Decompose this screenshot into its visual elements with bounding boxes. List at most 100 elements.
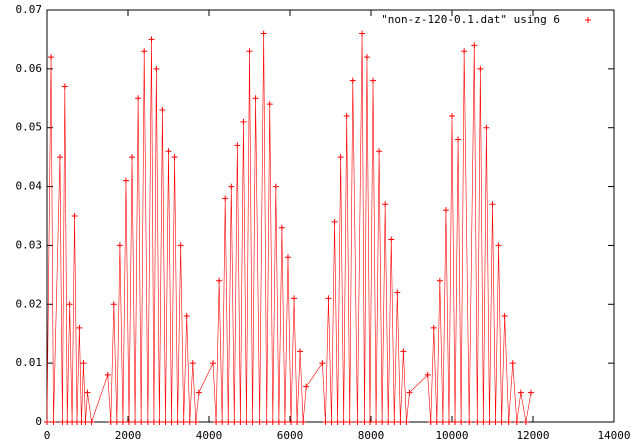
data-point	[213, 419, 220, 425]
x-tick-label: 4000	[196, 429, 223, 442]
x-tick-label: 8000	[358, 429, 385, 442]
data-point	[266, 101, 273, 108]
data-point	[256, 419, 263, 425]
data-point	[119, 419, 126, 425]
data-point	[162, 419, 169, 425]
data-point	[148, 36, 155, 43]
data-point	[116, 242, 123, 249]
data-point	[180, 419, 187, 425]
data-point	[281, 419, 288, 425]
data-point	[165, 148, 172, 155]
data-point	[183, 313, 190, 320]
data-point	[517, 389, 524, 396]
data-point	[505, 419, 512, 425]
data-point	[322, 419, 329, 425]
data-point	[388, 236, 395, 243]
data-point	[61, 83, 68, 90]
data-point	[294, 419, 301, 425]
data-point	[56, 154, 63, 161]
data-point	[397, 419, 404, 425]
y-tick-label: 0.02	[16, 297, 43, 310]
data-point	[495, 242, 502, 249]
data-point	[50, 419, 57, 425]
data-trace	[46, 33, 532, 423]
y-tick-label: 0.07	[16, 3, 43, 16]
data-point	[486, 419, 493, 425]
data-point	[76, 324, 83, 331]
data-point	[442, 207, 449, 214]
data-point	[126, 419, 133, 425]
data-point	[359, 30, 366, 37]
data-point	[363, 54, 370, 61]
data-point	[343, 112, 350, 119]
data-point	[129, 154, 136, 161]
data-point	[171, 154, 178, 161]
data-point	[82, 419, 89, 425]
data-point	[445, 419, 452, 425]
data-point	[243, 419, 250, 425]
data-point	[403, 419, 410, 425]
data-point	[498, 419, 505, 425]
data-point	[44, 419, 50, 425]
plot-border	[46, 9, 615, 423]
data-point	[48, 54, 55, 61]
data-point	[501, 313, 508, 320]
y-tick-label: 0.04	[16, 180, 43, 193]
data-point	[222, 195, 229, 202]
data-point	[427, 419, 434, 425]
data-point	[394, 289, 401, 296]
data-point	[138, 419, 145, 425]
data-point	[385, 419, 392, 425]
data-point	[216, 277, 223, 284]
data-point	[406, 389, 413, 396]
data-point	[325, 295, 332, 302]
data-point	[192, 419, 199, 425]
data-point	[522, 419, 529, 425]
data-point	[88, 419, 95, 425]
data-point	[391, 419, 398, 425]
legend-marker	[585, 17, 591, 23]
data-point	[252, 95, 259, 102]
data-point	[272, 183, 279, 190]
data-point	[340, 419, 347, 425]
data-point	[300, 419, 307, 425]
data-point	[370, 77, 377, 84]
data-point	[424, 371, 431, 378]
data-point	[436, 277, 443, 284]
x-tick-label: 14000	[597, 429, 630, 442]
y-tick-label: 0.01	[16, 356, 43, 369]
data-point	[430, 324, 437, 331]
data-point	[354, 419, 361, 425]
data-point	[458, 419, 465, 425]
data-point	[156, 419, 163, 425]
data-point	[275, 419, 282, 425]
data-point	[489, 201, 496, 208]
data-point	[159, 107, 166, 114]
data-point	[195, 389, 202, 396]
data-point	[219, 419, 226, 425]
data-point	[144, 419, 151, 425]
data-point	[249, 419, 256, 425]
data-point	[186, 419, 193, 425]
data-point	[107, 419, 114, 425]
data-point	[80, 360, 87, 367]
data-point	[228, 183, 235, 190]
data-point	[132, 419, 139, 425]
data-point	[483, 124, 490, 131]
x-tick-label: 6000	[277, 429, 304, 442]
data-point	[135, 95, 142, 102]
data-point	[319, 360, 326, 367]
data-point	[455, 136, 462, 143]
data-point	[439, 419, 446, 425]
data-point	[466, 419, 473, 425]
data-point	[210, 360, 217, 367]
data-point	[452, 419, 459, 425]
data-point	[66, 301, 73, 308]
data-point	[527, 389, 534, 396]
data-point	[376, 148, 383, 155]
data-point	[260, 30, 267, 37]
data-point	[492, 419, 499, 425]
data-point	[291, 295, 298, 302]
